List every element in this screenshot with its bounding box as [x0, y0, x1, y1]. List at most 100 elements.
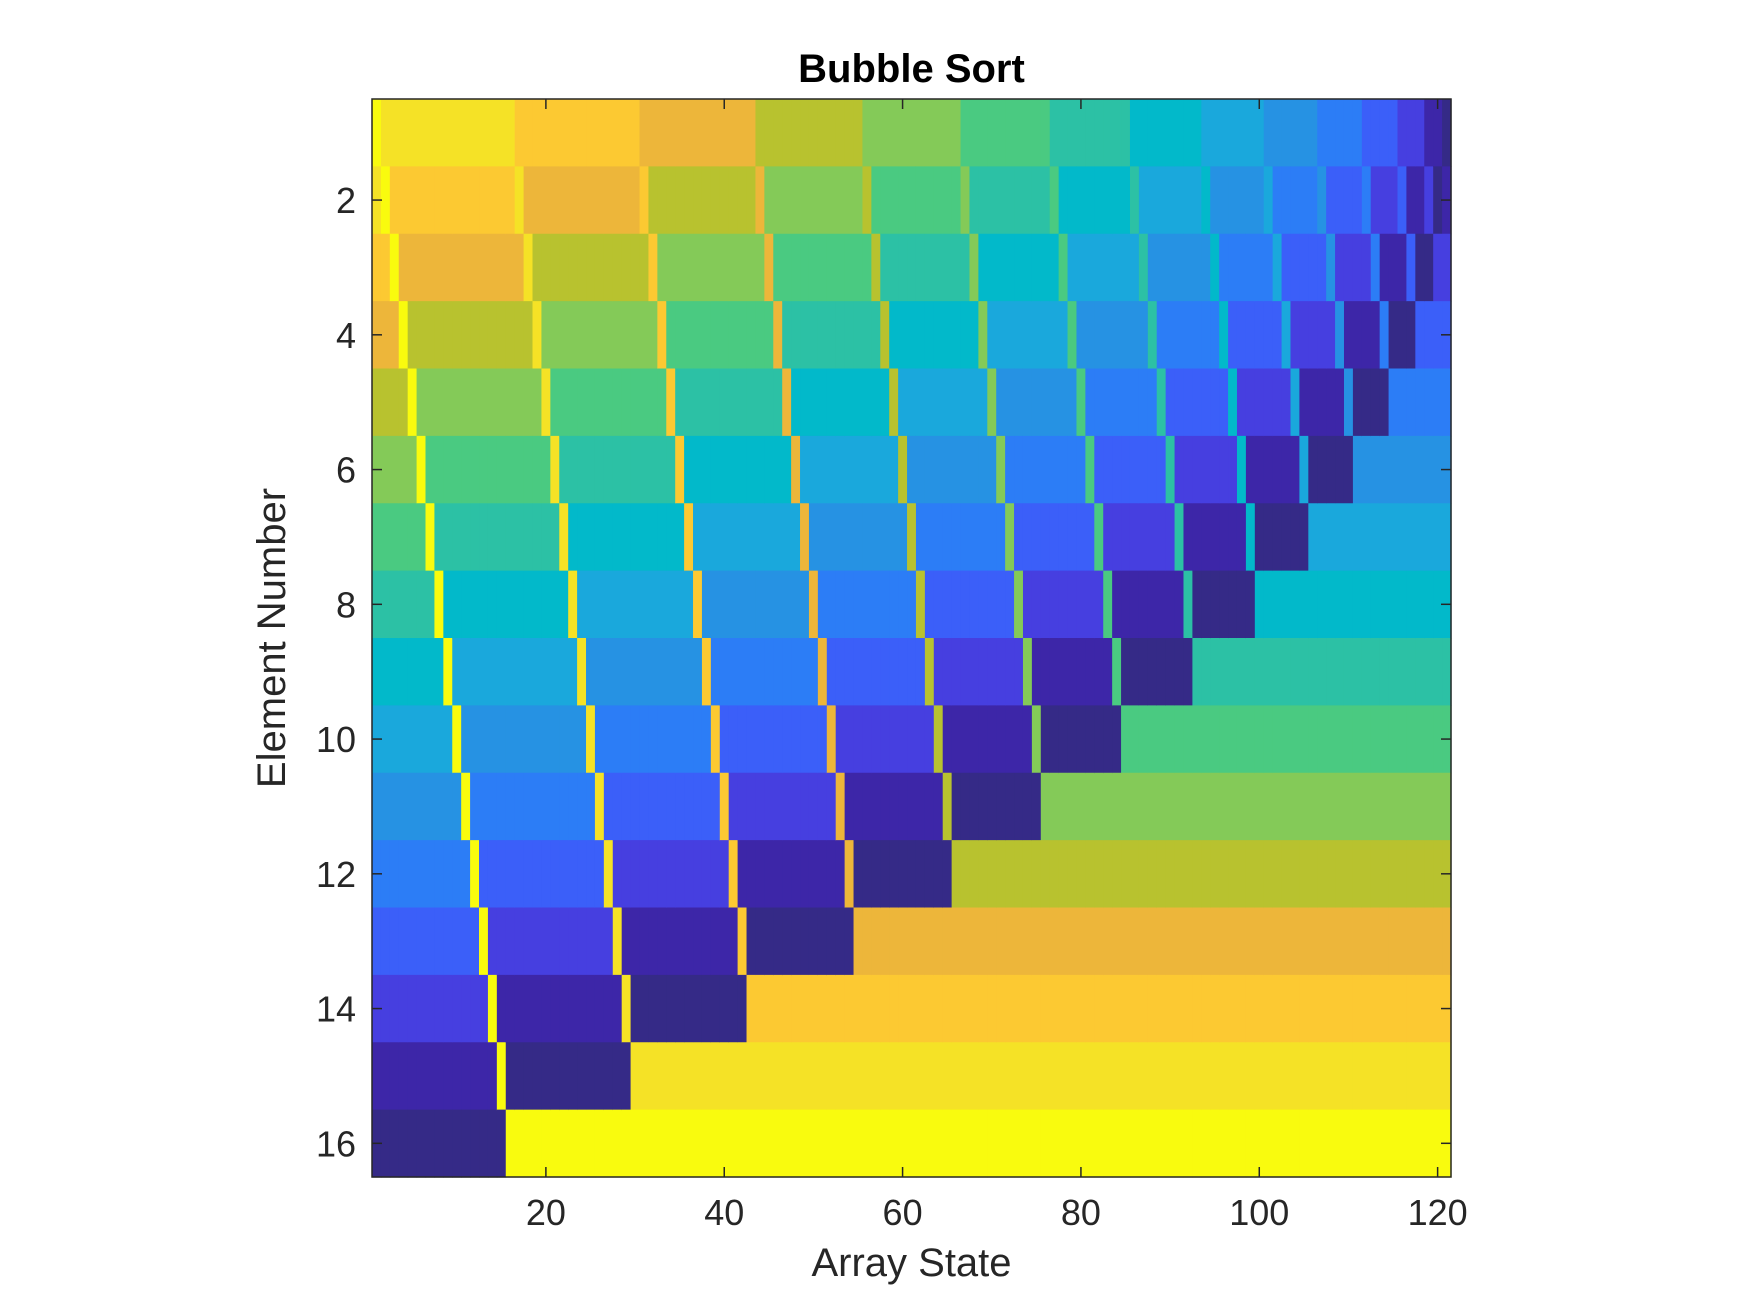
heatmap-cell: [1031, 503, 1042, 572]
heatmap-cell: [1165, 772, 1176, 841]
heatmap-cell: [594, 503, 605, 572]
heatmap-cell: [603, 99, 614, 167]
heatmap-cell: [1085, 301, 1095, 370]
heatmap-cell: [1245, 1042, 1256, 1111]
heatmap-cell: [496, 840, 507, 909]
heatmap-cell: [1201, 907, 1211, 976]
heatmap-cell: [621, 772, 632, 841]
heatmap-cell: [1236, 907, 1247, 976]
heatmap-cell: [1326, 166, 1336, 235]
heatmap-cell: [987, 233, 997, 302]
x-tick-label: 40: [704, 1192, 744, 1233]
heatmap-cell: [960, 233, 971, 302]
heatmap-cell: [907, 99, 917, 167]
heatmap-cell: [532, 1042, 543, 1111]
heatmap-cell: [1406, 99, 1416, 167]
heatmap-cell: [380, 435, 391, 504]
heatmap-cell: [1174, 233, 1185, 302]
heatmap-cell: [1156, 705, 1167, 774]
heatmap-cell: [800, 166, 810, 235]
heatmap-cell: [826, 772, 837, 841]
heatmap-cell: [835, 772, 846, 841]
heatmap-cell: [1219, 705, 1229, 774]
heatmap-cell: [1397, 1042, 1408, 1111]
heatmap-cell: [1263, 233, 1274, 302]
heatmap-cell: [1308, 368, 1318, 437]
heatmap-cell: [1388, 638, 1399, 706]
heatmap-cell: [755, 435, 765, 504]
heatmap-cell: [987, 772, 997, 841]
heatmap-cell: [586, 368, 596, 437]
heatmap-cell: [1192, 570, 1202, 639]
heatmap-cell: [791, 638, 801, 706]
heatmap-cell: [461, 974, 471, 1043]
heatmap-cell: [1236, 638, 1247, 706]
heatmap-cell: [1103, 166, 1113, 235]
heatmap-cell: [1442, 368, 1452, 437]
heatmap-cell: [1049, 435, 1060, 504]
heatmap-cell: [1183, 705, 1193, 774]
heatmap-cell: [942, 166, 953, 235]
heatmap-cell: [1014, 840, 1024, 909]
heatmap-cell: [862, 435, 872, 504]
heatmap-cell: [532, 301, 543, 370]
heatmap-cell: [800, 705, 810, 774]
heatmap-cell: [1361, 705, 1372, 774]
heatmap-cell: [1049, 907, 1060, 976]
heatmap-cell: [416, 907, 427, 976]
heatmap-cell: [532, 907, 543, 976]
heatmap-cell: [1138, 301, 1149, 370]
heatmap-cell: [719, 772, 730, 841]
heatmap-cell: [514, 840, 525, 909]
heatmap-cell: [452, 301, 462, 370]
heatmap-cell: [1254, 301, 1265, 370]
heatmap-cell: [791, 705, 801, 774]
heatmap-cell: [737, 503, 748, 572]
heatmap-cell: [889, 368, 899, 437]
heatmap-cell: [782, 772, 792, 841]
heatmap-cell: [1299, 233, 1309, 302]
heatmap-cell: [1174, 435, 1185, 504]
heatmap-cell: [1138, 503, 1149, 572]
heatmap-cell: [1067, 840, 1078, 909]
heatmap-cell: [1254, 570, 1265, 639]
heatmap-cell: [648, 1109, 658, 1178]
heatmap-cell: [773, 772, 783, 841]
heatmap-cell: [844, 1109, 855, 1178]
heatmap-cell: [960, 907, 971, 976]
heatmap-cell: [1272, 503, 1283, 572]
heatmap-cell: [710, 435, 721, 504]
heatmap-cell: [603, 840, 614, 909]
heatmap-cell: [1094, 301, 1104, 370]
heatmap-cell: [764, 233, 774, 302]
heatmap-cell: [844, 166, 855, 235]
heatmap-cell: [924, 840, 935, 909]
heatmap-cell: [1245, 368, 1256, 437]
heatmap-cell: [933, 1109, 944, 1178]
heatmap-cell: [1254, 1109, 1265, 1178]
heatmap-cell: [764, 503, 774, 572]
heatmap-cell: [541, 166, 551, 235]
heatmap-cell: [398, 435, 409, 504]
heatmap-cell: [710, 907, 721, 976]
heatmap-cell: [1138, 907, 1149, 976]
heatmap-cell: [675, 503, 685, 572]
heatmap-cell: [1022, 772, 1033, 841]
heatmap-cell: [684, 166, 694, 235]
heatmap-cell: [559, 233, 569, 302]
heatmap-cell: [532, 435, 543, 504]
heatmap-cell: [701, 638, 712, 706]
heatmap-cell: [1397, 233, 1408, 302]
heatmap-cell: [496, 570, 507, 639]
heatmap-cell: [452, 840, 462, 909]
heatmap-cell: [1388, 1042, 1399, 1111]
heatmap-cell: [1031, 1109, 1042, 1178]
heatmap-cell: [630, 772, 641, 841]
heatmap-cell: [1174, 301, 1185, 370]
heatmap-cell: [1201, 435, 1211, 504]
heatmap-cell: [1014, 166, 1024, 235]
heatmap-cell: [800, 368, 810, 437]
heatmap-cell: [1085, 705, 1095, 774]
heatmap-cell: [496, 772, 507, 841]
heatmap-cell: [461, 1109, 471, 1178]
